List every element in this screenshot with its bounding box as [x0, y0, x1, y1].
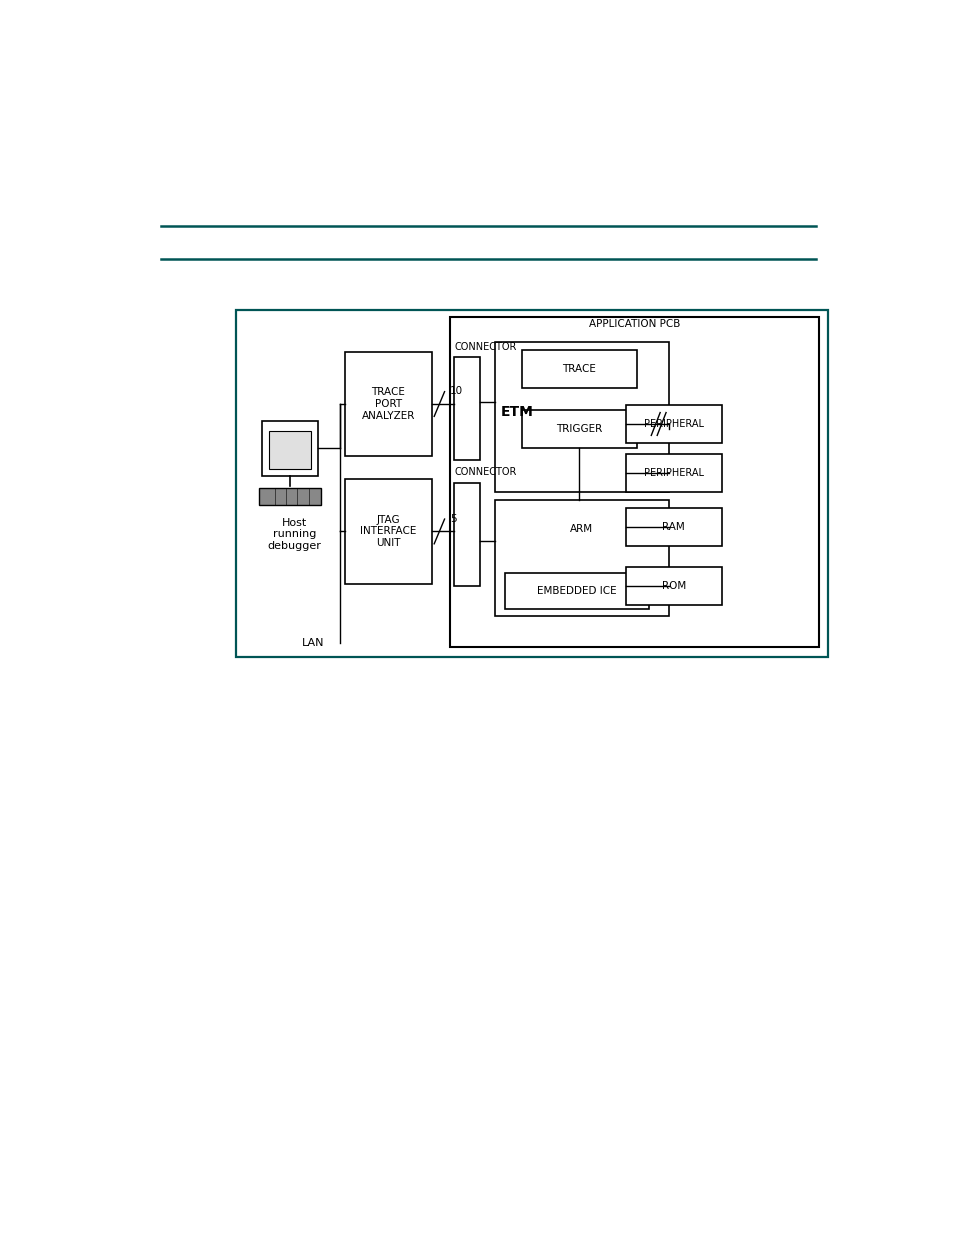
Bar [505, 573, 649, 609]
Bar [521, 350, 637, 388]
Text: Host
running
debugger: Host running debugger [267, 517, 321, 551]
Bar [521, 410, 637, 448]
Bar [235, 310, 826, 657]
Text: 5: 5 [449, 514, 456, 524]
Text: EMBEDDED ICE: EMBEDDED ICE [537, 587, 617, 597]
Text: ROM: ROM [661, 580, 685, 590]
Text: PERIPHERAL: PERIPHERAL [643, 419, 703, 429]
Bar [258, 488, 321, 505]
Text: CONNECTOR: CONNECTOR [454, 342, 516, 352]
Bar [625, 405, 721, 443]
Text: CONNECTOR: CONNECTOR [454, 467, 516, 477]
Text: ETM: ETM [500, 405, 533, 419]
Bar [449, 316, 819, 647]
Text: PERIPHERAL: PERIPHERAL [643, 468, 703, 478]
Bar [454, 483, 479, 585]
Text: 10: 10 [449, 387, 462, 396]
Text: TRACE: TRACE [562, 364, 596, 374]
Text: TRIGGER: TRIGGER [556, 424, 602, 433]
Bar [625, 508, 721, 546]
Bar [454, 357, 479, 461]
Text: APPLICATION PCB: APPLICATION PCB [588, 319, 679, 329]
Bar [344, 479, 432, 584]
Text: TRACE
PORT
ANALYZER: TRACE PORT ANALYZER [361, 388, 415, 421]
Bar [269, 431, 311, 468]
Bar [625, 567, 721, 605]
Text: RAM: RAM [661, 521, 684, 532]
Bar [262, 421, 317, 477]
Text: LAN: LAN [301, 637, 324, 647]
Bar [344, 352, 432, 456]
Bar [625, 454, 721, 493]
Text: JTAG
INTERFACE
UNIT: JTAG INTERFACE UNIT [360, 515, 416, 548]
Bar [495, 500, 668, 616]
Bar [495, 342, 668, 493]
Text: ARM: ARM [569, 524, 592, 534]
